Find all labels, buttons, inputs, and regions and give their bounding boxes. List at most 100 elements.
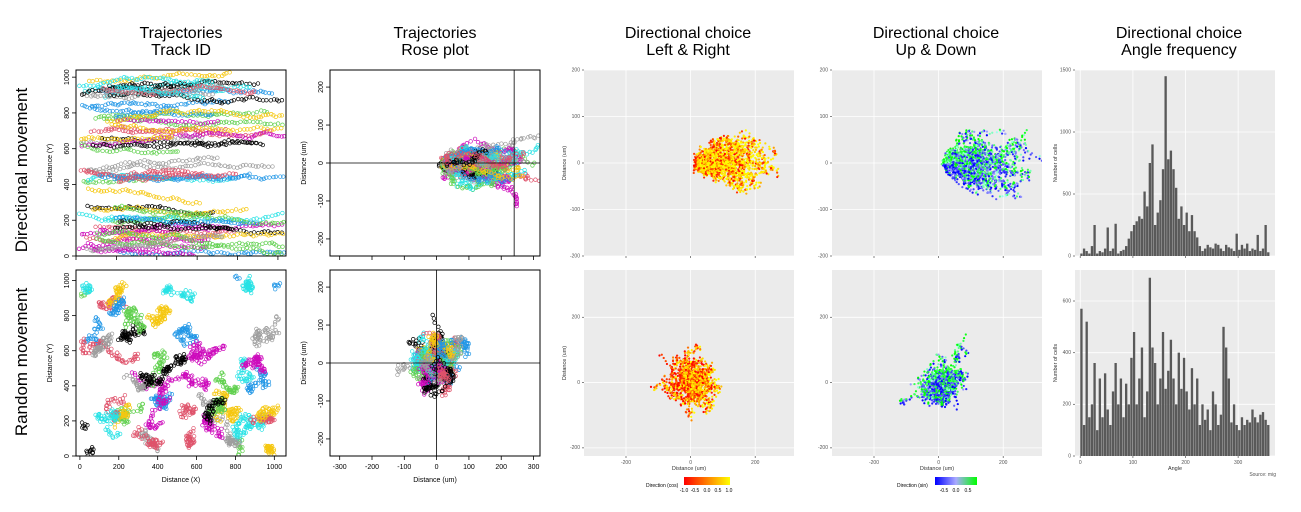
track-id-directional-point: [151, 216, 157, 222]
rose-directional-point: [526, 175, 531, 181]
rose-directional-point: [466, 149, 471, 154]
track-id-directional-point: [189, 252, 194, 256]
track-id-directional-point: [91, 136, 96, 141]
track-id-directional-point: [106, 142, 111, 147]
track-id-directional-point: [185, 94, 191, 99]
track-id-directional-point: [84, 235, 89, 240]
track-id-directional-point: [249, 241, 254, 247]
track-id-directional-point: [165, 91, 170, 96]
track-id-directional-point: [161, 108, 167, 114]
track-id-directional-point: [110, 101, 116, 107]
rose-directional-point: [492, 155, 497, 160]
track-id-directional-point: [167, 135, 172, 140]
track-id-directional-point: [133, 124, 139, 129]
track-id-directional-point: [96, 206, 101, 211]
track-id-directional-point: [130, 95, 135, 100]
rose-directional-point: [487, 160, 493, 165]
track-id-directional-point: [259, 125, 264, 130]
track-id-directional-point: [155, 174, 160, 179]
track-id-directional-point: [130, 91, 135, 96]
track-id-directional-point: [105, 246, 111, 251]
rose-directional-point: [462, 173, 467, 178]
track-id-directional-point: [253, 132, 258, 137]
track-id-directional-point: [273, 114, 278, 120]
track-id-directional-point: [216, 112, 222, 117]
track-id-directional-point: [148, 160, 153, 165]
track-id-directional-point: [278, 174, 283, 179]
rose-directional-point: [508, 176, 513, 181]
track-id-directional-point: [130, 216, 135, 221]
track-id-directional-point: [206, 212, 212, 218]
track-id-directional-point: [179, 111, 184, 116]
track-id-directional-point: [102, 175, 108, 180]
track-id-directional-point: [212, 108, 218, 114]
track-id-directional-point: [195, 245, 201, 251]
track-id-directional-point: [234, 88, 239, 93]
track-id-directional-point: [199, 211, 205, 216]
track-id-directional-point: [244, 207, 249, 212]
track-id-directional-point: [150, 241, 155, 246]
track-id-directional-point: [165, 214, 171, 219]
track-id-directional-point: [197, 156, 203, 161]
rose-directional-point: [536, 133, 540, 138]
track-id-directional-point: [154, 108, 159, 114]
track-id-directional-point: [133, 232, 138, 237]
track-id-directional-point: [258, 141, 263, 147]
track-id-directional-point: [229, 208, 235, 214]
track-id-directional-point: [159, 241, 164, 247]
track-id-directional-point: [233, 207, 239, 212]
track-id-directional-point: [214, 85, 219, 91]
track-id-directional-point: [224, 119, 229, 124]
track-id-directional-point: [167, 243, 172, 248]
track-id-directional-point: [183, 252, 188, 256]
track-id-directional-point: [188, 142, 194, 147]
track-id-directional-point: [86, 180, 91, 185]
track-id-directional-point: [199, 74, 204, 79]
track-id-directional-point: [218, 99, 224, 104]
track-id-directional-point: [161, 103, 166, 108]
track-id-directional-point: [110, 188, 116, 194]
rose-directional-point: [467, 176, 473, 181]
track-id-directional-point: [124, 206, 130, 211]
track-id-directional-point: [122, 75, 127, 80]
track-id-directional-point: [105, 80, 110, 85]
track-id-directional-point: [140, 143, 145, 148]
track-id-directional-point: [258, 88, 263, 94]
track-id-directional-point: [134, 242, 140, 247]
rose-directional-point: [468, 184, 473, 189]
track-id-directional-point: [222, 142, 227, 147]
track-id-directional-point: [260, 241, 265, 246]
track-id-directional-point: [161, 118, 166, 123]
track-id-directional-point: [136, 110, 141, 115]
track-id-directional-point: [175, 149, 180, 154]
track-id-directional-point: [150, 168, 156, 174]
track-id-directional-point: [232, 81, 237, 87]
rose-directional-point: [449, 168, 454, 173]
track-id-directional-point: [177, 164, 183, 170]
track-id-directional-point: [107, 149, 112, 154]
track-id-directional-point: [238, 85, 243, 90]
track-id-directional-point: [191, 120, 196, 125]
rose-directional-point: [504, 185, 510, 190]
track-id-directional-point: [267, 241, 272, 246]
track-id-directional-point: [118, 229, 123, 235]
track-id-directional-point: [243, 96, 249, 101]
track-id-directional-point: [279, 113, 285, 118]
track-id-directional-point: [203, 128, 208, 133]
track-id-directional-point: [110, 108, 115, 114]
track-id-directional-point: [236, 221, 241, 226]
rose-directional-point: [524, 152, 530, 157]
track-id-directional-point: [218, 86, 223, 92]
track-id-directional-point: [213, 233, 219, 239]
track-id-directional-point: [216, 74, 221, 79]
track-id-directional-point: [274, 133, 279, 139]
track-id-directional-point: [222, 139, 227, 144]
track-id-directional-point: [154, 252, 159, 256]
track-id-directional-point: [129, 85, 135, 90]
track-id-directional-point: [192, 172, 197, 177]
track-id-directional-point: [205, 161, 211, 167]
track-id-directional-point: [113, 189, 118, 195]
track-id-directional-point: [254, 96, 260, 101]
track-id-directional-point: [182, 81, 187, 86]
track-id-directional-point: [243, 135, 248, 141]
